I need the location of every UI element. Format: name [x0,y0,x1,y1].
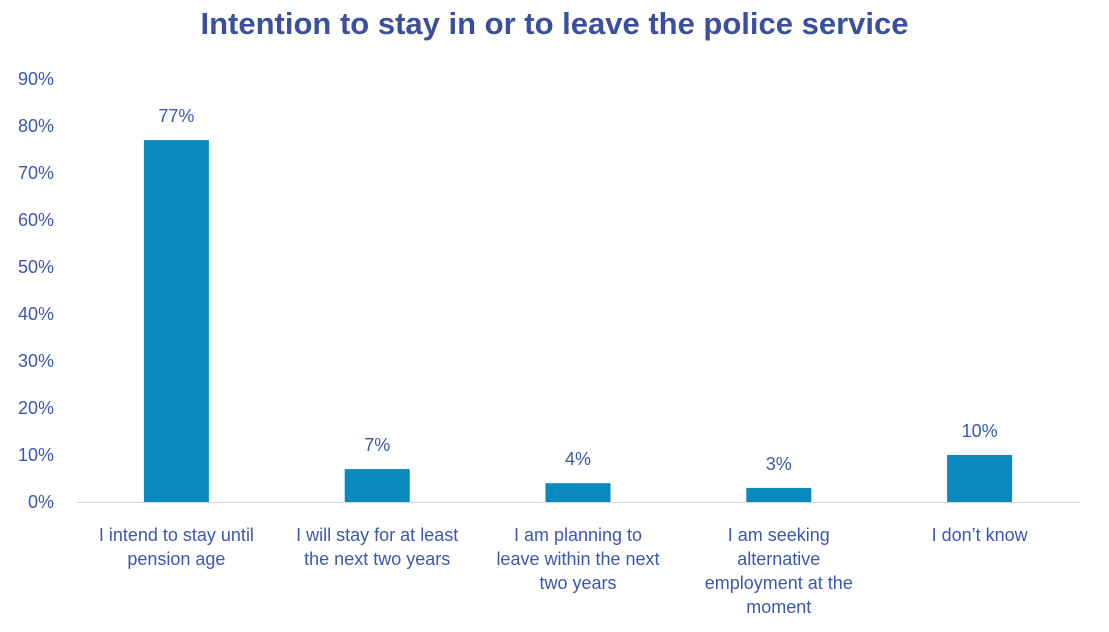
category-label: moment [746,597,811,617]
category-label: two years [539,573,616,593]
data-label: 3% [766,454,792,474]
y-tick-label: 70% [18,163,54,183]
category-label: I am seeking [728,525,830,545]
category-label: I don’t know [932,525,1029,545]
y-tick-label: 50% [18,257,54,277]
chart-title: Intention to stay in or to leave the pol… [200,6,909,41]
y-tick-label: 10% [18,445,54,465]
bar [344,469,410,502]
bar [143,140,209,502]
y-axis: 0% 10% 20% 30% 40% 50% 60% 70% 80% 90% [18,69,54,512]
category-label: I will stay for at least [296,525,458,545]
y-tick-label: 30% [18,351,54,371]
data-labels: 77% 7% 4% 3% 10% [158,106,997,474]
y-tick-label: 20% [18,398,54,418]
category-label: I am planning to [514,525,642,545]
bars [143,140,1013,502]
y-tick-label: 90% [18,69,54,89]
bar [947,455,1013,502]
bar [545,483,611,502]
y-tick-label: 0% [28,492,54,512]
category-label: the next two years [304,549,450,569]
bar [746,487,812,502]
data-label: 10% [962,421,998,441]
category-label: employment at the [705,573,853,593]
y-tick-label: 40% [18,304,54,324]
x-axis-categories: I intend to stay until pension age I will … [99,525,1029,617]
y-tick-label: 80% [18,116,54,136]
category-label: alternative [737,549,820,569]
category-label: pension age [127,549,225,569]
data-label: 7% [364,435,390,455]
y-tick-label: 60% [18,210,54,230]
data-label: 4% [565,449,591,469]
category-label: I intend to stay until [99,525,254,545]
category-label: leave within the next [496,549,659,569]
data-label: 77% [158,106,194,126]
